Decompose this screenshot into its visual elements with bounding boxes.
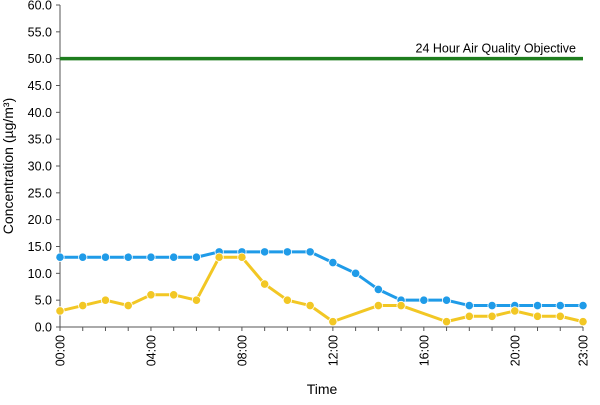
series-2 xyxy=(55,252,588,327)
series-line xyxy=(58,250,585,308)
y-tick-label: 30.0 xyxy=(28,160,52,174)
x-tick-label: 04:00 xyxy=(144,335,158,366)
y-tick-label: 60.0 xyxy=(28,0,52,13)
data-point[interactable] xyxy=(237,252,247,262)
data-point[interactable] xyxy=(282,247,292,257)
data-point[interactable] xyxy=(78,300,88,311)
y-tick-label: 45.0 xyxy=(28,79,52,93)
data-point[interactable] xyxy=(487,311,497,321)
x-tick-label: 00:00 xyxy=(54,335,68,366)
data-point[interactable] xyxy=(123,252,133,262)
data-point[interactable] xyxy=(532,300,543,311)
data-point[interactable] xyxy=(191,295,202,305)
data-point[interactable] xyxy=(532,311,543,321)
data-point[interactable] xyxy=(578,317,588,327)
y-tick-label: 25.0 xyxy=(28,186,52,200)
data-point[interactable] xyxy=(191,252,202,262)
x-tick-label: 23:00 xyxy=(577,335,591,366)
data-point[interactable] xyxy=(146,290,156,300)
data-point[interactable] xyxy=(55,306,65,316)
data-point[interactable] xyxy=(123,300,133,311)
data-point[interactable] xyxy=(328,257,338,268)
data-point[interactable] xyxy=(214,252,224,262)
data-point[interactable] xyxy=(169,252,179,262)
data-point[interactable] xyxy=(100,295,111,305)
data-point[interactable] xyxy=(260,247,270,257)
series-line xyxy=(58,255,585,324)
data-point[interactable] xyxy=(328,317,338,327)
data-point[interactable] xyxy=(260,279,270,289)
data-point[interactable] xyxy=(396,300,406,311)
x-tick-label: 08:00 xyxy=(235,335,249,366)
data-point[interactable] xyxy=(55,252,65,262)
data-point[interactable] xyxy=(578,300,588,311)
data-point[interactable] xyxy=(78,252,88,262)
data-point[interactable] xyxy=(282,295,292,305)
y-tick-label: 35.0 xyxy=(28,133,52,147)
series-1 xyxy=(55,247,588,311)
data-point[interactable] xyxy=(487,300,497,311)
data-point[interactable] xyxy=(351,268,361,278)
data-point[interactable] xyxy=(555,300,565,311)
data-point[interactable] xyxy=(305,300,315,311)
data-point[interactable] xyxy=(373,284,383,295)
reference-lines: 24 Hour Air Quality Objective xyxy=(60,42,583,61)
data-point[interactable] xyxy=(555,311,565,321)
y-tick-label: 55.0 xyxy=(28,25,52,39)
y-tick-label: 15.0 xyxy=(28,240,52,254)
data-point[interactable] xyxy=(441,295,452,305)
axes: 0.0 5.0 10.0 15.0 20.0 25.0 30.0 35.0 40.0 45.0 50… xyxy=(28,0,591,366)
y-tick-label: 20.0 xyxy=(28,213,52,227)
y-tick-label: 40.0 xyxy=(28,106,52,120)
x-tick-label: 20:00 xyxy=(508,335,522,366)
y-tick-label: 50.0 xyxy=(28,52,52,66)
x-tick-label: 16:00 xyxy=(417,335,431,366)
x-tick-label: 12:00 xyxy=(326,335,340,366)
objective-label: 24 Hour Air Quality Objective xyxy=(416,42,577,56)
data-point[interactable] xyxy=(373,300,383,311)
data-point[interactable] xyxy=(419,295,429,305)
data-point[interactable] xyxy=(464,311,474,321)
y-axis-title: Concentration (µg/m³) xyxy=(0,98,16,234)
data-point[interactable] xyxy=(146,252,156,262)
x-axis-title: Time xyxy=(307,381,338,397)
data-point[interactable] xyxy=(100,252,111,262)
data-point[interactable] xyxy=(305,247,315,257)
data-point[interactable] xyxy=(169,290,179,300)
data-point[interactable] xyxy=(464,300,474,311)
series-layer xyxy=(55,247,588,327)
y-tick-label: 0.0 xyxy=(35,321,52,335)
y-tick-label: 10.0 xyxy=(28,267,52,281)
y-tick-label: 5.0 xyxy=(35,294,52,308)
data-point[interactable] xyxy=(441,317,452,327)
data-point[interactable] xyxy=(510,306,520,316)
